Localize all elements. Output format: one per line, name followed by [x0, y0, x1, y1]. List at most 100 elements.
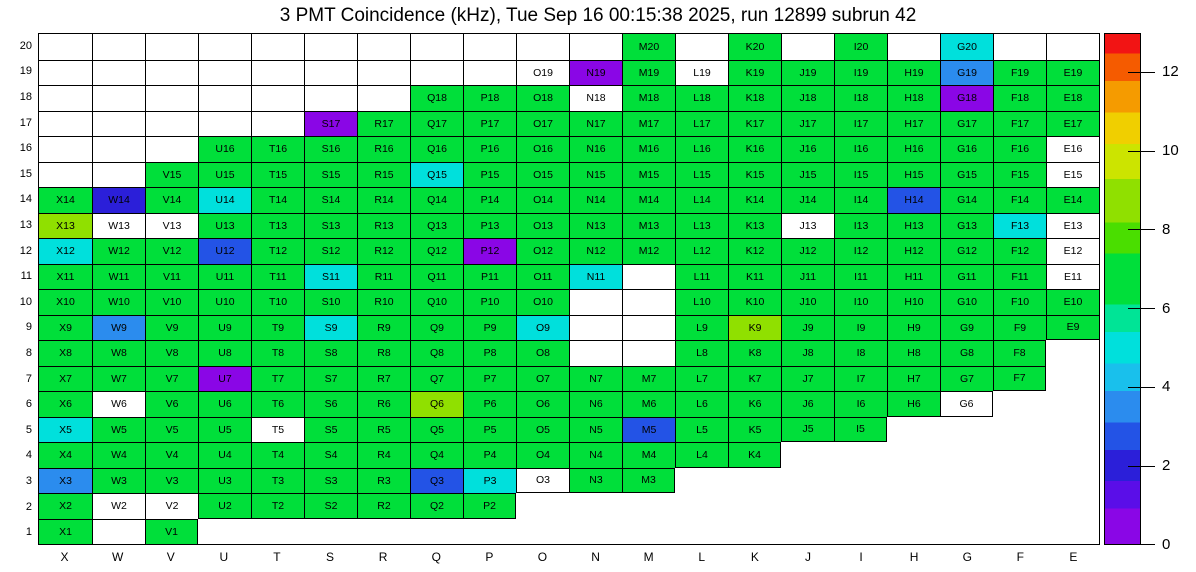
- heatmap-cell: M19: [622, 59, 675, 85]
- y-axis-label: 7: [25, 372, 32, 385]
- heatmap-cell: M14: [622, 187, 675, 213]
- x-axis-label: E: [1069, 550, 1078, 564]
- heatmap-cell: [92, 518, 145, 544]
- heatmap-cell: X10: [39, 289, 92, 315]
- heatmap-cell: [940, 468, 993, 494]
- y-axis-label: 14: [19, 193, 32, 206]
- heatmap-cell: P14: [463, 187, 516, 213]
- heatmap-cell: [834, 442, 887, 468]
- heatmap-cell: [516, 493, 569, 519]
- heatmap-cell: V4: [145, 442, 198, 468]
- heatmap-cell: G8: [940, 340, 993, 366]
- x-axis-label: W: [111, 550, 124, 564]
- heatmap-cell: T4: [251, 442, 304, 468]
- heatmap-cell: S7: [304, 365, 357, 391]
- heatmap-cell: I6: [834, 391, 887, 417]
- heatmap-cell: N7: [569, 365, 622, 391]
- y-axis-label: 3: [25, 475, 32, 487]
- x-axis-label: N: [591, 550, 600, 564]
- x-axis-label: I: [859, 550, 863, 564]
- x-axis-label: J: [804, 550, 811, 564]
- heatmap-cell: T16: [251, 136, 304, 162]
- heatmap-cell: [145, 34, 198, 60]
- colorbar-tick-label: 0: [1162, 536, 1171, 553]
- heatmap-cell: [940, 442, 993, 468]
- heatmap-cell: X8: [39, 340, 92, 366]
- heatmap-cell: I20: [834, 34, 887, 60]
- heatmap-cell: V2: [145, 493, 198, 519]
- heatmap-cell: [1046, 34, 1099, 60]
- heatmap-cell: [145, 59, 198, 85]
- heatmap-cell: W14: [92, 187, 145, 213]
- heatmap-cell: Q10: [410, 289, 463, 315]
- heatmap-cell: I17: [834, 110, 887, 136]
- chart-title: 3 PMT Coincidence (kHz), Tue Sep 16 00:1…: [279, 5, 917, 26]
- heatmap-cell: R14: [357, 187, 410, 213]
- heatmap-cell: T5: [251, 416, 304, 442]
- heatmap-cell: N12: [569, 238, 622, 264]
- heatmap-cell: [357, 519, 410, 545]
- heatmap-cell: M5: [622, 416, 675, 442]
- heatmap-cell: I19: [834, 59, 887, 85]
- heatmap-cell: M6: [622, 391, 675, 417]
- heatmap-cell: E13: [1046, 212, 1099, 238]
- x-axis-label: O: [537, 550, 548, 564]
- heatmap-cell: V9: [145, 314, 198, 340]
- heatmap-cell: R2: [357, 493, 410, 519]
- heatmap-cell: O10: [516, 289, 569, 315]
- heatmap-cell: [198, 59, 251, 85]
- heatmap-cell: [463, 59, 516, 85]
- heatmap-cell: [993, 493, 1046, 519]
- heatmap-cell: [887, 493, 940, 519]
- heatmap-cell: P10: [463, 289, 516, 315]
- heatmap-cell: T13: [251, 212, 304, 238]
- heatmap-cell: E14: [1046, 187, 1099, 213]
- y-axis-label: 6: [25, 398, 32, 411]
- heatmap-cell: P15: [463, 161, 516, 187]
- heatmap-cell: J5: [781, 416, 834, 442]
- heatmap-cell: K5: [728, 416, 781, 442]
- heatmap-cell: V13: [145, 212, 198, 238]
- heatmap-cell: O11: [516, 263, 569, 289]
- heatmap-cell: J11: [781, 263, 834, 289]
- heatmap-cell: J16: [781, 136, 834, 162]
- heatmap-cell: M17: [622, 110, 675, 136]
- heatmap-cell: J14: [781, 187, 834, 213]
- heatmap-cell: I14: [834, 187, 887, 213]
- heatmap-cell: U9: [198, 314, 251, 340]
- heatmap-cell: O14: [516, 187, 569, 213]
- heatmap-cell: R15: [357, 161, 410, 187]
- heatmap-cell: T12: [251, 238, 304, 264]
- heatmap-cell: G17: [940, 110, 993, 136]
- heatmap-cell: K10: [728, 289, 781, 315]
- heatmap-cell: J17: [781, 110, 834, 136]
- heatmap-cell: H16: [887, 136, 940, 162]
- heatmap-cell: [834, 519, 887, 545]
- heatmap-cell: Q5: [410, 416, 463, 442]
- heatmap-cell: E17: [1046, 110, 1099, 136]
- heatmap-cell: K16: [728, 136, 781, 162]
- heatmap-cell: J19: [781, 59, 834, 85]
- heatmap-cell: V8: [145, 340, 198, 366]
- heatmap-cell: [781, 493, 834, 519]
- heatmap-cell: [304, 34, 357, 60]
- heatmap-cell: [463, 34, 516, 60]
- heatmap-cell: G19: [940, 59, 993, 85]
- heatmap-cell: S2: [304, 493, 357, 519]
- heatmap-cell: [198, 519, 251, 545]
- heatmap-cell: X2: [39, 493, 92, 519]
- heatmap-cell: R7: [357, 365, 410, 391]
- heatmap-cell: N5: [569, 416, 622, 442]
- heatmap-cell: X4: [39, 442, 92, 468]
- heatmap-cell: [39, 110, 92, 136]
- heatmap-cell: P13: [463, 212, 516, 238]
- y-axis-label: 19: [19, 65, 32, 78]
- heatmap-cell: V15: [145, 161, 198, 187]
- heatmap-cell: M13: [622, 212, 675, 238]
- heatmap-cell: H15: [887, 161, 940, 187]
- heatmap-cell: [357, 85, 410, 111]
- x-axis-label: R: [378, 550, 388, 564]
- x-axis-label: F: [1016, 550, 1025, 564]
- heatmap-cell: G9: [940, 314, 993, 340]
- heatmap-cell: K9: [728, 314, 781, 340]
